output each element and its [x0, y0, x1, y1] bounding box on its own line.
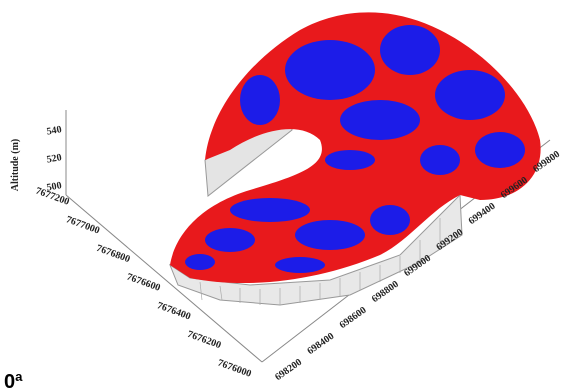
- tick-label: 698600: [338, 305, 369, 331]
- tick-label: 7677000: [64, 214, 101, 236]
- tick-label: 698400: [305, 331, 336, 357]
- tick-label: 520: [46, 152, 63, 165]
- figure: Altitude (m) 0ª 500520540767720076770007…: [0, 0, 567, 391]
- tick-label: 7676200: [186, 329, 223, 351]
- tick-label: 540: [46, 124, 63, 137]
- z-axis-label: Altitude (m): [10, 139, 21, 192]
- tick-label: 698200: [273, 357, 304, 383]
- tick-label: 699400: [467, 201, 498, 227]
- surface: [170, 12, 541, 283]
- panel-label: 0ª: [4, 371, 23, 391]
- tick-label: 7676400: [155, 300, 192, 322]
- tick-label: 7676000: [216, 358, 253, 380]
- tick-label: 7676600: [125, 272, 162, 294]
